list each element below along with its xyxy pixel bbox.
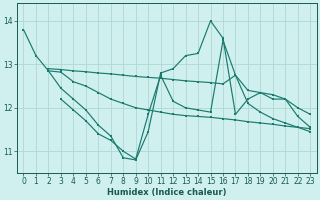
X-axis label: Humidex (Indice chaleur): Humidex (Indice chaleur) [107, 188, 227, 197]
